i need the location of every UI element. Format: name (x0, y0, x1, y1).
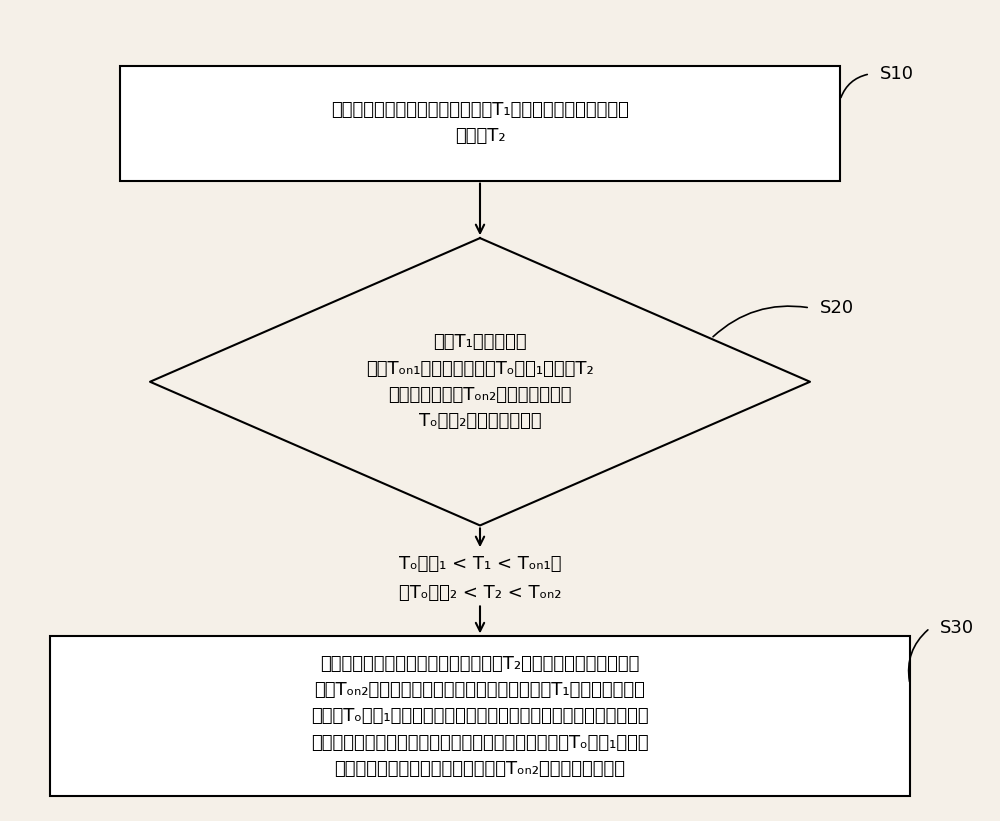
FancyBboxPatch shape (50, 636, 910, 796)
Text: S10: S10 (880, 65, 914, 83)
Text: 判断T₁与第一开机
温度Tₒₙ₁、第一关机温度Tₒ⁦⁦₁，以及T₂
与第二开机温度Tₒₙ₂、第二关机温度
Tₒ⁦⁦₂之间的大小关系: 判断T₁与第一开机 温度Tₒₙ₁、第一关机温度Tₒ⁦⁦₁，以及T₂ 与第二开机温… (366, 333, 594, 430)
Text: 以当所述第二制冷间室由所述第二温度T₂自然回升至所述第二开机
温度Tₒₙ₂时，所述第一制冷间室由所述第一温度T₁进入所述第一关
机温度Tₒ⁦⁦₁为目标，调整所述: 以当所述第二制冷间室由所述第二温度T₂自然回升至所述第二开机 温度Tₒₙ₂时，所… (311, 654, 649, 778)
Text: Tₒ⁦⁦₁ < T₁ < Tₒₙ₁，
且Tₒ⁦⁦₂ < T₂ < Tₒₙ₂: Tₒ⁦⁦₁ < T₁ < Tₒₙ₁， 且Tₒ⁦⁦₂ < T₂ < Tₒₙ₂ (399, 555, 561, 603)
Text: 获取所述第一制冷间室的第一温度T₁和所述第二制冷间室的第
二温度T₂: 获取所述第一制冷间室的第一温度T₁和所述第二制冷间室的第 二温度T₂ (331, 101, 629, 145)
FancyBboxPatch shape (120, 66, 840, 181)
Text: S20: S20 (820, 299, 854, 317)
Text: S30: S30 (940, 619, 974, 637)
